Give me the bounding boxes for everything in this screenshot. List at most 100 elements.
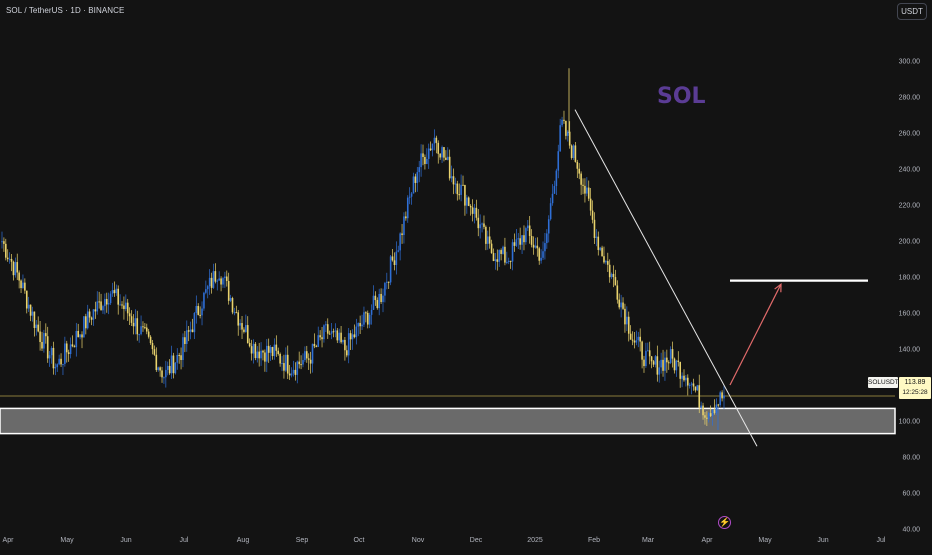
candle-body — [246, 325, 249, 343]
candle-body — [214, 271, 217, 282]
candle-body — [386, 281, 388, 283]
candle-body — [43, 333, 45, 349]
candle-body — [589, 198, 592, 211]
candle-body — [694, 386, 697, 391]
candle-body — [526, 225, 529, 229]
x-tick-label: Apr — [3, 537, 15, 544]
flash-icon[interactable]: ⚡ — [718, 516, 731, 529]
symbol-title[interactable]: SOL / TetherUS · 1D · BINANCE — [6, 6, 125, 15]
candle-body — [292, 369, 295, 374]
candle-body — [620, 302, 622, 308]
candle-body — [140, 326, 142, 335]
candle-body — [424, 157, 426, 165]
candle-body — [692, 383, 695, 387]
candle-body — [208, 277, 211, 287]
candle-body — [441, 147, 443, 158]
x-tick-label: Jul — [877, 537, 886, 544]
candle-body — [540, 257, 542, 261]
candle-body — [256, 351, 259, 359]
candle-body — [235, 312, 238, 314]
candle-body — [306, 351, 308, 359]
candle-body — [706, 417, 708, 419]
x-tick-label: 2025 — [527, 537, 543, 544]
candle-body — [511, 242, 514, 262]
candle-body — [521, 235, 523, 245]
candle-body — [119, 304, 121, 306]
y-tick-label: 60.00 — [902, 491, 920, 498]
y-tick-label: 80.00 — [902, 455, 920, 462]
candle-body — [542, 251, 544, 258]
candle-body — [414, 176, 417, 183]
quote-currency-button[interactable]: USDT — [897, 3, 927, 20]
y-tick-label: 240.00 — [899, 167, 921, 174]
candle-body — [260, 350, 262, 359]
candle-body — [622, 302, 624, 309]
candle-body — [506, 261, 508, 263]
candle-body — [595, 236, 598, 238]
candle-body — [664, 357, 666, 371]
candle-body — [544, 243, 546, 252]
trendline — [574, 109, 758, 447]
candle-body — [344, 339, 346, 351]
candle-body — [1, 241, 3, 243]
candle-body — [616, 285, 619, 300]
candle-body — [64, 343, 66, 364]
candle-body — [363, 312, 365, 325]
candle-body — [633, 340, 636, 343]
candle-body — [334, 330, 337, 332]
candle-body — [24, 282, 26, 291]
candle-body — [427, 148, 430, 159]
candle-body — [184, 337, 186, 345]
candle-body — [191, 329, 194, 333]
candle-body — [629, 333, 632, 340]
candle-body — [176, 354, 179, 363]
x-tick-label: Feb — [588, 537, 600, 544]
candle-body — [216, 280, 219, 282]
candle-body — [584, 185, 586, 194]
candle-body — [702, 405, 704, 416]
candle-body — [406, 197, 409, 219]
candle-body — [227, 281, 230, 301]
candle-body — [650, 356, 653, 362]
candle-body — [113, 290, 116, 294]
candle-body — [431, 143, 434, 151]
candle-body — [336, 330, 339, 341]
candle-body — [109, 293, 112, 304]
candle-body — [54, 367, 57, 369]
candle-body — [563, 119, 565, 121]
candle-body — [637, 336, 640, 341]
x-tick-label: May — [60, 537, 74, 544]
candle-body — [559, 125, 561, 152]
candle-body — [233, 312, 236, 314]
y-tick-label: 300.00 — [899, 59, 921, 66]
candle-body — [477, 217, 480, 229]
x-tick-label: Apr — [702, 537, 714, 544]
candle-body — [123, 305, 125, 310]
candle-body — [178, 354, 180, 356]
candle-body — [298, 361, 300, 365]
candle-body — [241, 323, 243, 330]
candle-body — [683, 375, 685, 381]
candle-body — [264, 352, 266, 362]
candle-body — [372, 295, 375, 310]
candle-body — [147, 331, 150, 337]
candle-body — [182, 337, 184, 361]
candle-body — [353, 334, 356, 338]
candle-body — [250, 346, 253, 354]
candle-body — [121, 304, 123, 306]
x-tick-label: Dec — [470, 537, 483, 544]
candle-body — [258, 351, 260, 359]
candle-body — [614, 277, 617, 286]
candle-body — [3, 241, 5, 244]
candle-body — [635, 340, 638, 343]
candle-body — [349, 333, 352, 340]
candle-body — [98, 301, 100, 303]
candle-body — [711, 409, 714, 417]
candle-body — [420, 153, 422, 168]
candle-body — [391, 256, 394, 261]
candle-body — [376, 300, 379, 309]
candle-body — [410, 193, 413, 197]
candle-body — [10, 258, 13, 262]
